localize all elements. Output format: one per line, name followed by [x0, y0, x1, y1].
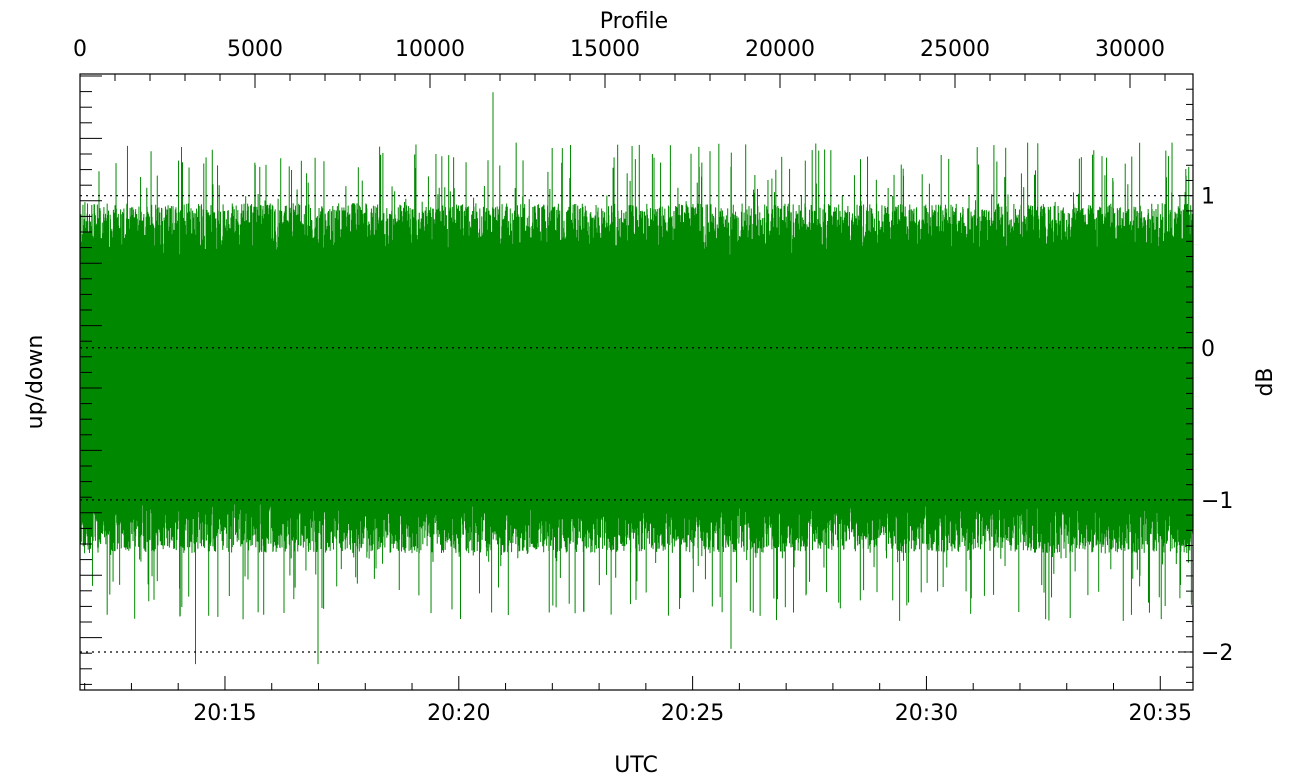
tick-labels: 0 5000 10000 15000 20000 25000 30000 20:15 20:20…: [73, 37, 1233, 726]
x-top-tick-label: 20000: [745, 37, 815, 62]
x-bottom-tick-label: 20:25: [661, 701, 724, 726]
x-bottom-axis-label: UTC: [614, 753, 658, 778]
y-right-tick-label: 0: [1201, 337, 1215, 362]
x-top-tick-label: 5000: [227, 37, 283, 62]
x-top-tick-label: 30000: [1095, 37, 1165, 62]
x-top-tick-label: 0: [73, 37, 87, 62]
y-right-axis-label: dB: [1253, 367, 1278, 396]
plot-frame: [79, 73, 1194, 691]
x-bottom-tick-label: 20:30: [895, 701, 958, 726]
series-line: [79, 92, 1194, 665]
tick-marks: [79, 73, 1193, 690]
x-bottom-tick-label: 20:20: [427, 701, 490, 726]
series-trace: [79, 92, 1194, 665]
y-right-tick-label: 1: [1201, 185, 1215, 210]
x-bottom-tick-label: 20:15: [193, 701, 256, 726]
y-left-axis-label: up/down: [23, 335, 48, 430]
x-top-tick-label: 25000: [920, 37, 990, 62]
y-right-tick-label: −2: [1201, 641, 1233, 666]
x-bottom-tick-label: 20:35: [1129, 701, 1192, 726]
x-top-tick-label: 10000: [395, 37, 465, 62]
x-top-tick-label: 15000: [570, 37, 640, 62]
y-right-tick-label: −1: [1201, 489, 1233, 514]
x-top-axis-label: Profile: [600, 9, 668, 34]
